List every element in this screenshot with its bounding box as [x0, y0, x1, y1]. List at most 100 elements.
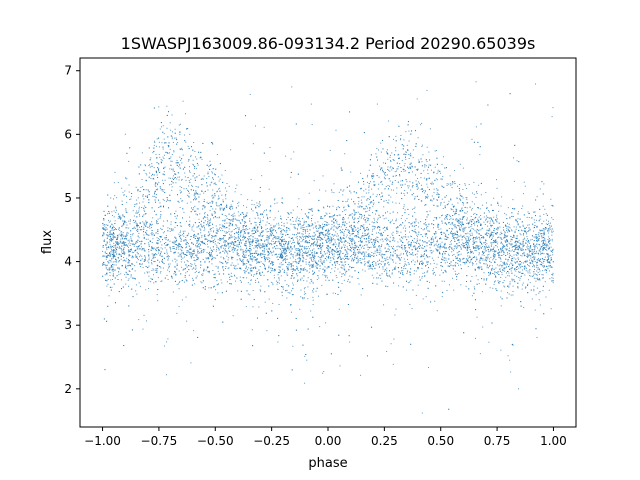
data-point [154, 255, 156, 257]
data-point [508, 252, 510, 254]
data-point [462, 204, 464, 206]
data-point [320, 238, 322, 240]
data-point [173, 170, 175, 172]
data-point [313, 236, 315, 238]
data-point [461, 226, 463, 228]
data-point [529, 270, 531, 272]
data-point [290, 158, 292, 160]
data-point [226, 183, 228, 185]
data-point [437, 189, 439, 191]
data-point [358, 216, 360, 218]
data-point [344, 244, 346, 246]
data-point [215, 250, 217, 252]
data-point [182, 269, 184, 271]
data-point [331, 237, 333, 239]
data-point [151, 249, 153, 251]
data-point [346, 270, 348, 272]
data-point [257, 213, 259, 215]
data-point [382, 268, 384, 270]
data-point [281, 240, 283, 242]
data-point [244, 229, 246, 231]
data-point [216, 217, 218, 219]
data-point [533, 230, 535, 232]
data-point [254, 266, 256, 268]
data-point [462, 242, 464, 244]
data-point [242, 237, 244, 239]
data-point [164, 166, 166, 168]
data-point [308, 262, 310, 264]
data-point [531, 260, 533, 262]
data-point [157, 277, 159, 279]
data-point [150, 177, 152, 179]
data-point [345, 201, 347, 203]
data-point [191, 184, 193, 186]
data-point [333, 222, 335, 224]
data-point [412, 246, 414, 248]
data-point [327, 222, 329, 224]
data-point [111, 233, 113, 235]
data-point [394, 314, 396, 316]
data-point [503, 268, 505, 270]
data-point [208, 176, 210, 178]
data-point [314, 244, 316, 246]
data-point [510, 244, 512, 246]
data-point [140, 242, 142, 244]
data-point [348, 242, 350, 244]
data-point [441, 185, 443, 187]
data-point [399, 254, 401, 256]
data-point [422, 229, 424, 231]
data-point [384, 260, 386, 262]
data-point [351, 213, 353, 215]
data-point [244, 251, 246, 253]
data-point [440, 243, 442, 245]
data-point [521, 262, 523, 264]
data-point [196, 176, 198, 178]
data-point [423, 241, 425, 243]
data-point [415, 220, 417, 222]
data-point [522, 282, 524, 284]
data-point [372, 193, 374, 195]
data-point [212, 172, 214, 174]
data-point [113, 226, 115, 228]
data-point [125, 283, 127, 285]
data-point [208, 166, 210, 168]
data-point [195, 244, 197, 246]
data-point [172, 291, 174, 293]
data-point [530, 250, 532, 252]
data-point [366, 244, 368, 246]
data-point [504, 270, 506, 272]
data-point [493, 258, 495, 260]
data-point [447, 203, 449, 205]
data-point [331, 216, 333, 218]
data-point [185, 220, 187, 222]
data-point [232, 208, 234, 210]
data-point [404, 209, 406, 211]
data-point [474, 241, 476, 243]
data-point [386, 243, 388, 245]
data-point [543, 236, 545, 238]
data-point [461, 239, 463, 241]
data-point [262, 245, 264, 247]
data-point [417, 177, 419, 179]
data-point [326, 224, 328, 226]
data-point [412, 149, 414, 151]
data-point [201, 282, 203, 284]
data-point [542, 205, 544, 207]
data-point [489, 220, 491, 222]
data-point [271, 254, 273, 256]
data-point [322, 255, 324, 257]
data-point [508, 286, 510, 288]
data-point [266, 250, 268, 252]
data-point [273, 234, 274, 236]
data-point [394, 171, 396, 173]
data-point [419, 261, 421, 263]
data-point [270, 270, 272, 272]
data-point [170, 223, 172, 225]
data-point [426, 228, 428, 230]
data-point [295, 237, 297, 239]
data-point [280, 239, 282, 241]
data-point [271, 233, 273, 235]
data-point [453, 206, 455, 208]
data-point [350, 240, 352, 242]
